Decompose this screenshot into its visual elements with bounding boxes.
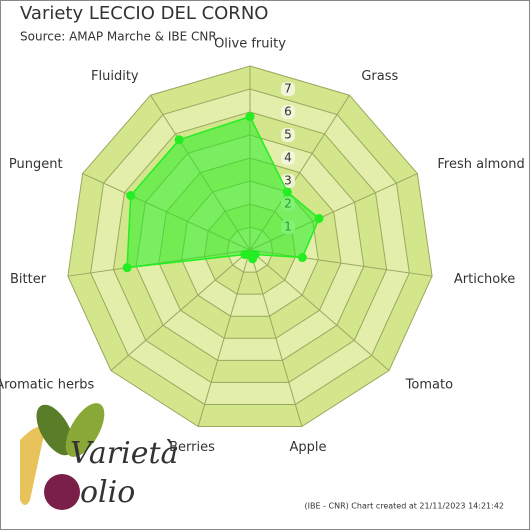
data-point xyxy=(245,112,255,122)
data-point xyxy=(282,187,292,197)
tick-label: 4 xyxy=(284,151,292,165)
axis-label: Fresh almond xyxy=(437,157,524,172)
tick-bg xyxy=(281,82,295,96)
logo-leaf xyxy=(36,404,74,456)
logo-text: Varietà xyxy=(70,436,178,471)
tick-bg xyxy=(281,105,295,119)
spoke xyxy=(197,249,251,427)
tick-label: 7 xyxy=(284,82,292,96)
tick-label: 3 xyxy=(284,174,292,188)
chart-subtitle: Source: AMAP Marche & IBE CNR xyxy=(20,30,217,44)
data-point xyxy=(297,253,307,263)
axis-label: Aromatic herbs xyxy=(0,377,95,392)
spoke xyxy=(110,249,251,371)
logo-text: olio xyxy=(80,475,135,510)
data-point xyxy=(126,191,136,201)
logo-olive xyxy=(44,474,80,510)
axis-label: Berries xyxy=(169,440,215,455)
tick-bg xyxy=(281,151,295,165)
logo: Varietà olio xyxy=(20,403,178,510)
tick-label: 5 xyxy=(284,128,292,142)
spoke xyxy=(249,249,303,427)
axis-label: Olive fruity xyxy=(214,37,286,52)
data-point xyxy=(240,250,250,260)
spoke xyxy=(249,249,390,371)
axis-label: Pungent xyxy=(9,157,63,172)
axis-label: Apple xyxy=(290,440,327,455)
tick-bg xyxy=(281,174,295,188)
data-point xyxy=(174,135,184,145)
data-point xyxy=(122,263,132,273)
axis-label: Fluidity xyxy=(91,69,139,84)
tick-bg xyxy=(281,128,295,142)
axis-label: Tomato xyxy=(405,377,453,392)
credit: (IBE - CNR) Chart created at 21/11/2023 … xyxy=(305,502,505,511)
data-point xyxy=(314,213,324,223)
logo-shape xyxy=(20,426,45,505)
axis-label: Bitter xyxy=(10,272,47,287)
logo-leaf xyxy=(65,403,105,457)
axis-label: Grass xyxy=(361,69,398,84)
chart-title: Variety LECCIO DEL CORNO xyxy=(20,3,268,24)
tick-label: 6 xyxy=(284,105,292,119)
axis-label: Artichoke xyxy=(454,272,515,287)
